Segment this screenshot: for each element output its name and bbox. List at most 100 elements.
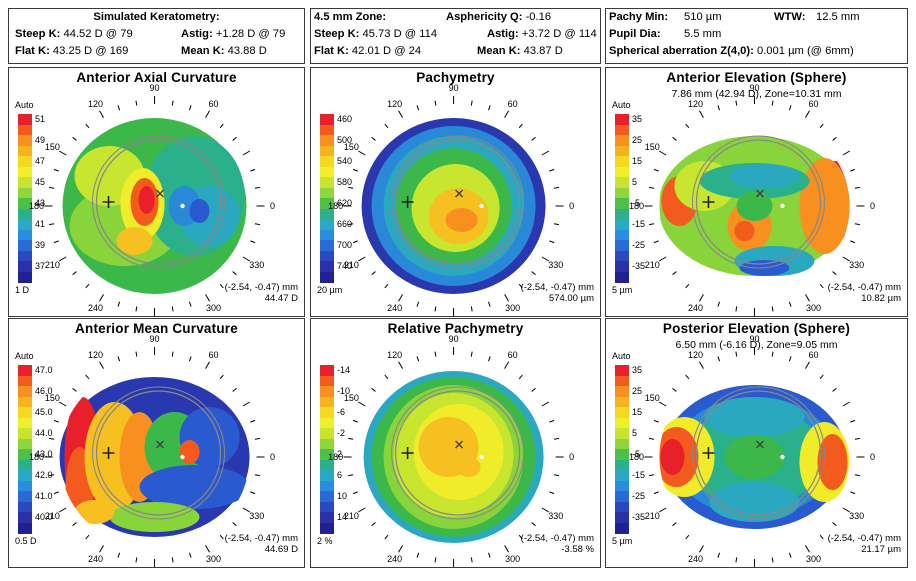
legend-tick-label: -25 — [632, 491, 646, 501]
pupil-dia-label: Pupil Dia: — [609, 28, 661, 40]
angle-tick — [171, 557, 174, 563]
angle-tick — [384, 534, 389, 540]
panel-subtitle: 6.50 mm (-6.16 D), Zone=9.05 mm — [675, 339, 838, 351]
map-panel-4: Anterior Mean Curvature Auto 47.0 46.0 45.0 4… — [8, 318, 305, 568]
angle-tick — [232, 522, 237, 527]
legend-tick-label: -10 — [337, 386, 351, 396]
legend-tick-label: 41.0 — [35, 491, 53, 501]
angle-tick — [771, 306, 774, 312]
angle-label: 210 — [343, 260, 359, 270]
legend-swatch — [320, 240, 334, 251]
legend-tick-label: -35 — [632, 512, 646, 522]
angle-tick — [384, 374, 389, 380]
wtw-value: 12.5 mm — [816, 11, 860, 23]
angle-tick — [434, 306, 437, 312]
legend-swatch — [320, 114, 334, 125]
legend-swatch — [615, 208, 629, 220]
angle-tick — [348, 474, 354, 477]
angle-tick — [788, 552, 792, 558]
panel-subtitle: 7.86 mm (42.94 D), Zone=10.31 mm — [671, 88, 842, 100]
angle-label: 330 — [548, 511, 564, 521]
readout-value: 44.69 D — [264, 544, 298, 555]
angle-tick — [358, 150, 366, 156]
angle-tick — [470, 306, 473, 312]
zone-steep-k-value: 45.73 D @ 114 — [362, 28, 438, 40]
readout-coordinates: (-2.54, -0.47) mm — [827, 282, 901, 293]
angle-tick — [672, 271, 677, 276]
angle-tick — [672, 387, 677, 392]
legend-tick-label: 700 — [337, 240, 353, 250]
legend-swatch — [320, 208, 334, 220]
legend-swatch — [320, 522, 334, 534]
legend-swatch — [320, 271, 334, 283]
angle-tick — [242, 507, 251, 513]
angle-tick — [352, 168, 358, 172]
angle-tick — [99, 294, 104, 302]
legend-bottom-label: 1 D — [15, 285, 30, 295]
angle-tick — [59, 256, 67, 262]
angle-tick — [717, 356, 721, 362]
angle-tick — [850, 419, 856, 423]
angle-tick — [805, 294, 810, 302]
angle-tick — [531, 271, 536, 276]
legend-swatch — [320, 124, 334, 136]
map-color-region — [734, 221, 755, 241]
angle-tick — [232, 271, 237, 276]
angle-label: 150 — [644, 142, 660, 152]
apex-marker — [455, 189, 464, 198]
angle-tick — [72, 136, 77, 141]
angle-label: 300 — [505, 303, 521, 314]
angle-tick — [371, 387, 376, 392]
legend-tick-label: 45 — [35, 177, 46, 187]
map-color-region — [138, 186, 155, 214]
angle-tick — [735, 351, 738, 357]
legend-tick-label: -6 — [337, 407, 346, 417]
angle-tick — [488, 356, 491, 362]
map-color-region — [456, 457, 481, 477]
angle-tick — [72, 522, 77, 527]
angle-tick — [358, 507, 366, 513]
angle-tick — [672, 522, 677, 527]
legend-swatch — [615, 375, 629, 387]
angle-label: 60 — [208, 98, 219, 109]
angle-label: 180 — [29, 452, 45, 462]
angle-tick — [232, 136, 237, 141]
zone-mean-k-value: 43.87 D — [523, 45, 563, 57]
legend-swatch — [18, 407, 32, 418]
legend-swatch — [320, 187, 334, 199]
angle-tick — [352, 240, 358, 244]
angle-tick — [685, 123, 690, 129]
angle-label: 180 — [628, 452, 644, 462]
legend-tick-label: -15 — [632, 470, 646, 480]
angle-label: 240 — [88, 303, 104, 314]
angle-tick — [254, 223, 260, 226]
legend-swatch — [320, 407, 334, 418]
angle-tick — [348, 223, 354, 226]
legend-swatch — [18, 396, 32, 408]
cursor-readout: (-2.54, -0.47) mm 21.17 µm — [828, 533, 901, 555]
steep-k-label: Steep K: — [15, 28, 61, 40]
legend-swatch — [18, 145, 32, 157]
angle-tick — [653, 168, 659, 172]
angle-label: 0 — [869, 452, 875, 462]
color-legend: -14 -10 -6 -2 2 6 10 14 2 % — [317, 363, 357, 553]
legend-tick-label: 10 — [337, 491, 348, 501]
legend-swatch — [18, 271, 32, 283]
angle-tick — [219, 283, 224, 289]
sa-label: Spherical aberration Z(4,0): — [609, 45, 754, 57]
angle-tick — [488, 105, 491, 111]
angle-label: 120 — [687, 349, 703, 360]
map-panel-5: Relative Pachymetry -14 -10 -6 -2 2 6 10 14 2 % 90… — [310, 318, 601, 568]
angle-label: 90 — [149, 334, 160, 344]
zone-ring — [695, 390, 822, 516]
angle-label: 60 — [808, 98, 819, 109]
cursor-readout: (-2.54, -0.47) mm 44.47 D — [225, 282, 298, 304]
angle-tick — [242, 150, 251, 156]
cursor-readout: (-2.54, -0.47) mm -3.58 % — [521, 533, 594, 555]
legend-swatch — [615, 491, 629, 502]
angle-tick — [685, 283, 690, 289]
legend-swatch — [320, 417, 334, 429]
angle-label: 180 — [628, 201, 644, 211]
angle-tick — [699, 110, 704, 118]
map-color-region — [736, 191, 773, 221]
